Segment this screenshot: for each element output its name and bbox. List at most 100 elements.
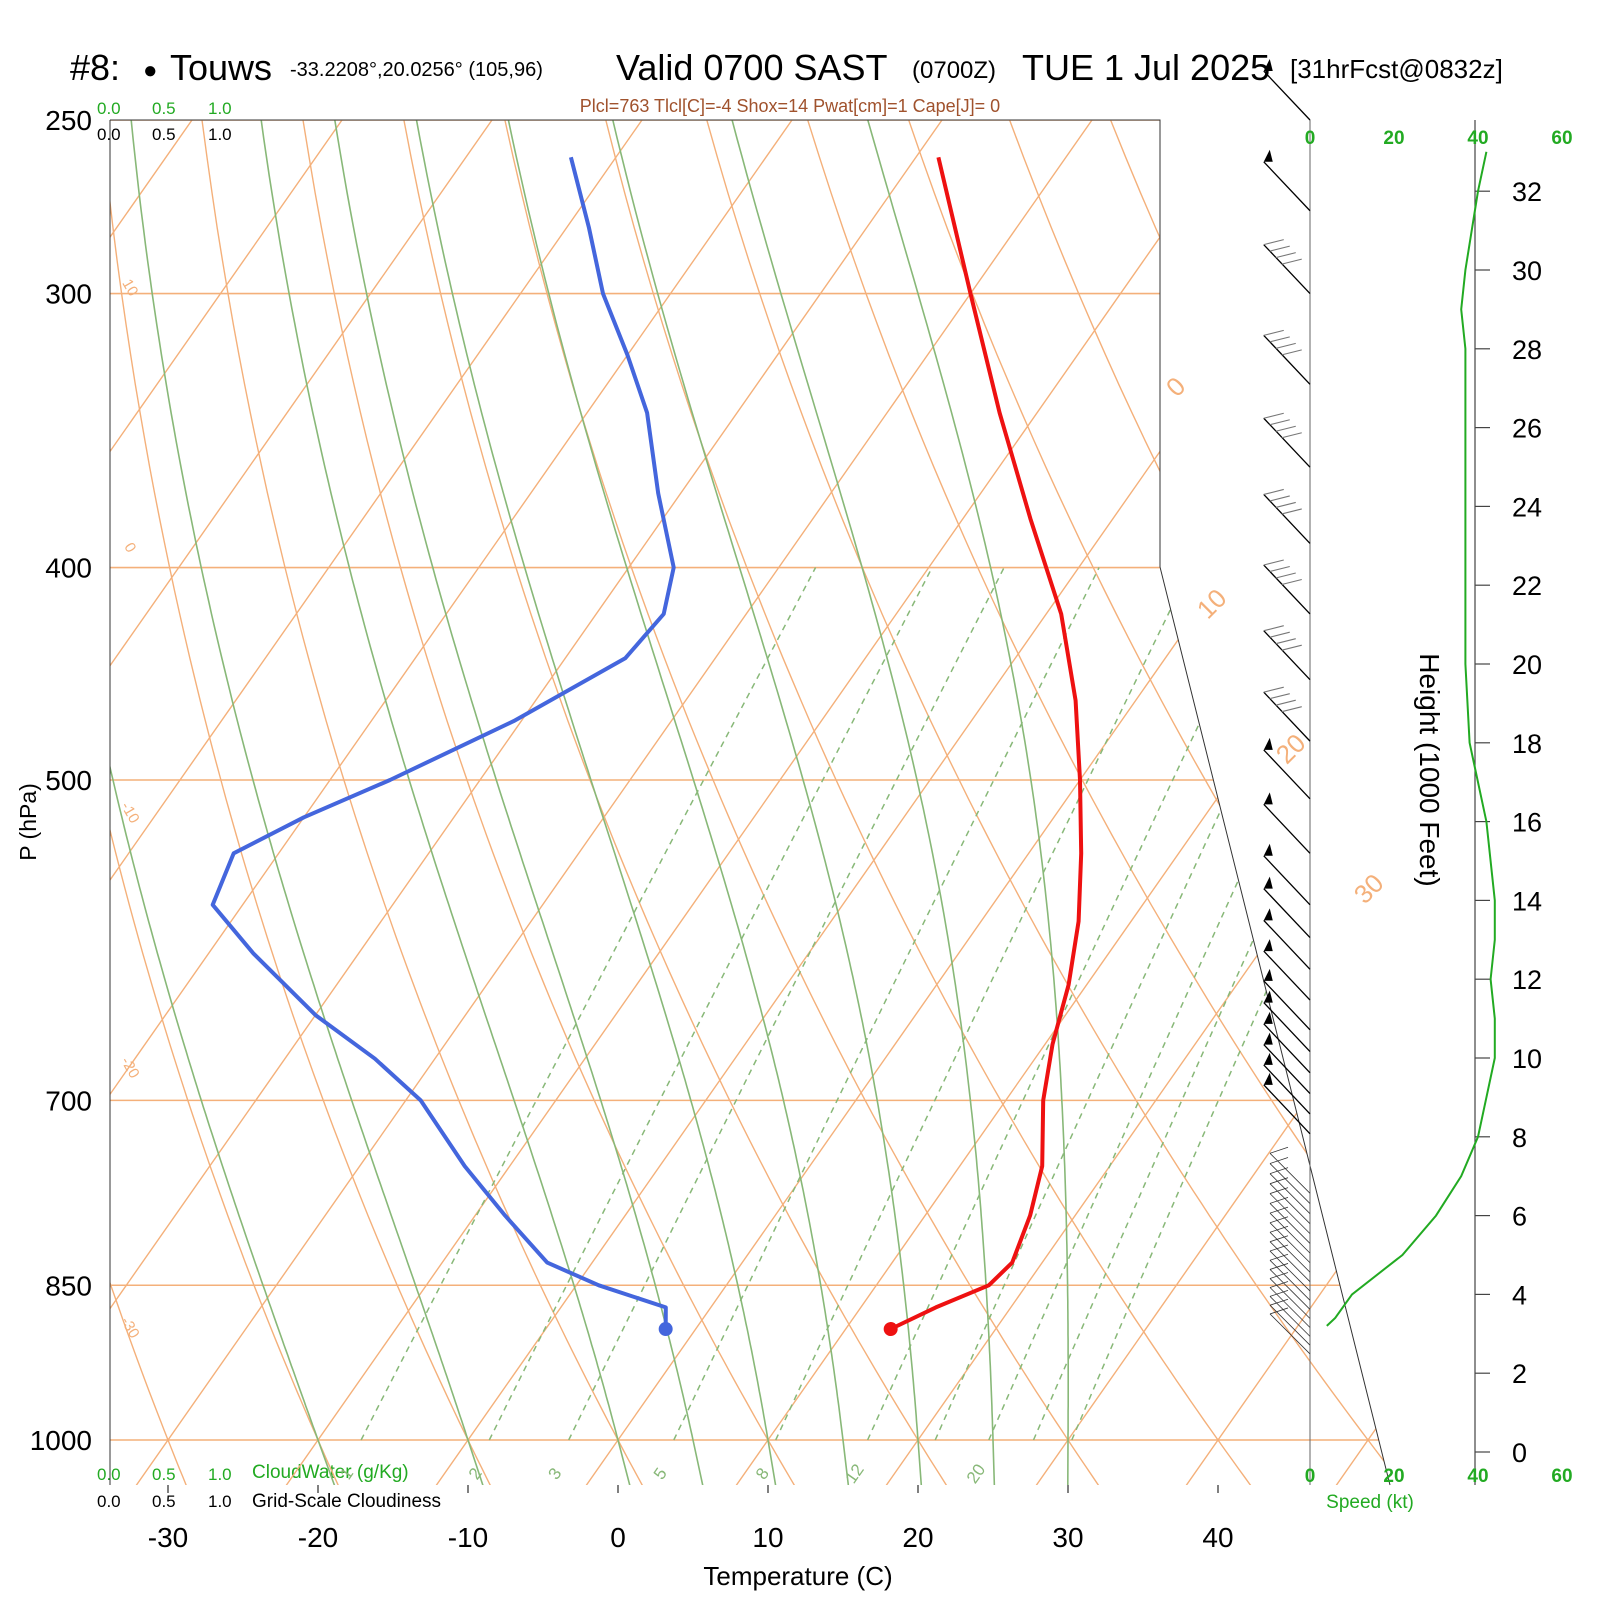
dewpoint-line — [213, 157, 674, 1329]
wind-barb-feather — [1264, 626, 1284, 631]
wind-barb-flag — [1264, 877, 1273, 889]
surface-temperature-marker — [884, 1322, 898, 1336]
wind-barb-feather — [1282, 707, 1302, 712]
speed-tick-label: 60 — [1551, 128, 1572, 149]
dry-adiabat-line — [1295, 81, 1600, 1486]
wind-barb-feather — [1276, 573, 1296, 578]
cloud-scale-green-1: 0.5 — [152, 99, 176, 118]
cloud-scale-green-b2: 1.0 — [208, 1465, 232, 1484]
pressure-tick-label: 250 — [45, 105, 92, 136]
dry-adiabat-line — [696, 81, 1403, 1486]
wind-barb — [1264, 908, 1310, 969]
wind-barb-staff — [1264, 631, 1310, 680]
wind-barb-staff — [1264, 162, 1310, 211]
height-tick-label: 28 — [1512, 335, 1542, 365]
wind-barb — [1270, 1147, 1310, 1193]
wind-barb-flag — [1264, 844, 1273, 856]
wind-barb-feather — [1270, 337, 1290, 342]
speed-tick-label: 0 — [1305, 1466, 1316, 1487]
cloud-scale-green-b1: 0.5 — [152, 1465, 176, 1484]
isotherm-label: 10 — [1191, 583, 1233, 625]
temperature-tick-label: 10 — [752, 1522, 783, 1553]
height-tick-label: 14 — [1512, 886, 1542, 916]
wind-barb — [1264, 330, 1310, 384]
wind-barb-feather — [1276, 700, 1296, 705]
height-tick-label: 26 — [1512, 414, 1542, 444]
speed-tick-label: 40 — [1467, 128, 1488, 149]
moist-adiabat-line — [128, 81, 484, 1486]
wind-barb-staff — [1270, 1194, 1310, 1234]
cloud-scale-green-0: 0.0 — [97, 99, 121, 118]
dry-adiabat-line — [1195, 81, 1600, 1486]
isotherm-label: 0 — [1160, 371, 1191, 402]
wind-barb-staff — [1264, 494, 1310, 543]
speed-tick-label: 0 — [1305, 128, 1316, 149]
wind-barb-flag — [1264, 969, 1273, 981]
mixing-ratio-label: 3 — [545, 1464, 566, 1483]
wind-barb-feather — [1276, 253, 1296, 258]
forecast-info: [31hrFcst@0832z] — [1290, 54, 1503, 84]
height-tick-label: 16 — [1512, 808, 1542, 838]
height-tick-label: 0 — [1512, 1438, 1527, 1468]
wind-barb-flag — [1264, 1073, 1273, 1085]
mixing-ratio-label: 2 — [465, 1464, 486, 1483]
wind-barb-feather — [1270, 1299, 1288, 1305]
speed-tick-label: 40 — [1467, 1466, 1488, 1487]
cloud-scale-black-2: 1.0 — [208, 125, 232, 144]
mixing-ratio-label: 5 — [650, 1464, 671, 1483]
temperature-tick-label: 0 — [610, 1522, 626, 1553]
valid-time: Valid 0700 SAST — [616, 47, 888, 88]
isotherm-label: 30 — [1348, 868, 1390, 910]
station-bullet: ● — [143, 57, 158, 84]
moist-adiabat-line — [722, 81, 994, 1486]
wind-barb — [1264, 792, 1310, 853]
wind-barb-feather — [1264, 560, 1284, 565]
dry-adiabat-label: 0 — [120, 540, 139, 556]
wind-barb-feather — [1282, 433, 1302, 438]
wind-barb-staff — [1270, 1184, 1310, 1224]
wind-barb — [1264, 150, 1310, 211]
wind-barb-feather — [1276, 502, 1296, 507]
x-axis-label: Temperature (C) — [703, 1561, 892, 1591]
wind-barb-feather — [1270, 420, 1290, 425]
station-number: #8: — [70, 47, 120, 88]
wind-barb-staff — [1270, 1287, 1310, 1327]
moist-adiabat-line — [857, 81, 1068, 1486]
surface-dewpoint-marker — [659, 1322, 673, 1336]
station-coords: -33.2208°,20.0256° (105,96) — [290, 59, 543, 81]
height-tick-label: 20 — [1512, 650, 1542, 680]
pressure-tick-label: 1000 — [30, 1425, 92, 1456]
height-tick-label: 12 — [1512, 965, 1542, 995]
isotherm-line — [0, 81, 969, 1486]
cloud-scale-green-b0: 0.0 — [97, 1465, 121, 1484]
temperature-tick-label: -10 — [448, 1522, 488, 1553]
pressure-tick-label: 300 — [45, 279, 92, 310]
wind-barb-feather — [1270, 496, 1290, 501]
temperature-tick-label: 20 — [902, 1522, 933, 1553]
wind-barb-staff — [1270, 1153, 1310, 1193]
height-tick-label: 8 — [1512, 1123, 1527, 1153]
cloud-scale-black-b2: 1.0 — [208, 1492, 232, 1511]
moist-adiabat-line — [604, 81, 922, 1486]
wind-barb — [1270, 1158, 1310, 1204]
wind-barb-feather — [1276, 639, 1296, 644]
cloudiness-label: Grid-Scale Cloudiness — [252, 1491, 441, 1512]
speed-tick-label: 20 — [1383, 1466, 1404, 1487]
wind-barb-feather — [1270, 694, 1290, 699]
height-axis-label: Height (1000 Feet) — [1414, 653, 1445, 886]
wind-barb-feather — [1282, 645, 1302, 650]
valid-zulu: (0700Z) — [912, 57, 996, 84]
background-lines — [0, 81, 1600, 1486]
wind-barb-feather — [1264, 240, 1284, 245]
wind-barb-staff — [1264, 1024, 1310, 1073]
height-tick-label: 2 — [1512, 1359, 1527, 1389]
wind-barb-staff — [1270, 1174, 1310, 1214]
wind-barb — [1270, 1178, 1310, 1224]
wind-barb-staff — [1264, 245, 1310, 294]
wind-barb-flag — [1264, 1033, 1273, 1045]
wind-barb-flag — [1264, 939, 1273, 951]
dry-adiabat-label: -20 — [117, 1054, 143, 1081]
height-tick-label: 22 — [1512, 571, 1542, 601]
